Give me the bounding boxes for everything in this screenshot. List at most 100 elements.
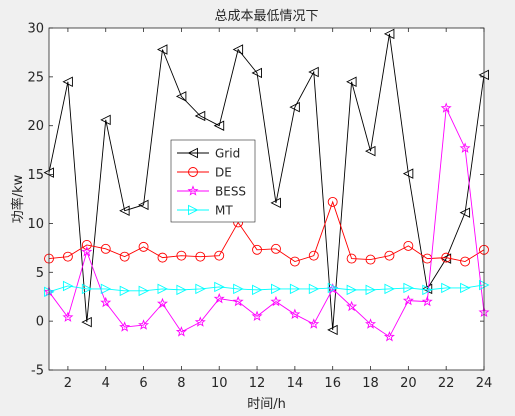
data-point-de (346, 253, 357, 264)
data-point-grid (289, 101, 300, 113)
data-point-bess (308, 318, 320, 329)
data-point-de (460, 256, 471, 267)
x-tick-label: 6 (139, 376, 147, 391)
data-point-bess (81, 245, 93, 257)
legend-label-grid: Grid (215, 147, 240, 161)
series-grid (43, 28, 489, 336)
data-point-grid (365, 145, 376, 157)
x-tick-label: 12 (249, 376, 266, 391)
data-point-grid (175, 91, 187, 102)
data-point-bess (346, 300, 358, 312)
data-point-grid (346, 76, 357, 87)
data-point-de (252, 244, 262, 255)
data-point-bess (232, 295, 244, 307)
y-tick-label: 30 (27, 22, 44, 37)
x-tick-label: 22 (438, 376, 455, 391)
data-point-grid (100, 114, 111, 126)
data-point-bess (213, 292, 225, 304)
legend-label-bess: BESS (215, 185, 246, 199)
data-point-grid (421, 283, 433, 295)
data-point-grid (327, 324, 338, 336)
data-point-de (308, 250, 319, 261)
legend-marker-mt (188, 204, 199, 216)
data-point-grid (62, 76, 73, 87)
data-point-bess (194, 316, 206, 327)
data-point-mt (62, 280, 74, 292)
data-point-grid (308, 66, 319, 78)
axes-background (49, 28, 484, 370)
data-point-mt (100, 283, 112, 295)
data-point-mt (365, 284, 377, 296)
legend: Grid DE BESS MT (170, 139, 256, 223)
data-point-bess (138, 319, 150, 330)
data-point-mt (460, 282, 471, 294)
y-tick-label: 25 (27, 70, 44, 85)
data-point-mt (346, 284, 358, 296)
data-point-bess (251, 310, 263, 321)
x-tick-label: 24 (476, 376, 493, 391)
data-point-de (441, 252, 452, 263)
x-tick-label: 10 (211, 376, 228, 391)
data-point-bess (383, 330, 395, 342)
y-tick-label: 15 (27, 168, 44, 183)
data-point-grid (194, 110, 206, 122)
data-point-mt (252, 284, 263, 296)
x-tick-label: 18 (362, 376, 379, 391)
y-tick-label: 0 (36, 315, 44, 330)
data-point-mt (214, 281, 225, 293)
data-point-bess (270, 295, 282, 307)
data-point-mt (138, 285, 150, 297)
data-point-de (157, 252, 168, 263)
legend-box (170, 139, 256, 223)
x-tick-label: 4 (102, 376, 110, 391)
data-point-mt (403, 282, 414, 294)
data-point-grid (138, 199, 149, 211)
series-mt (44, 279, 490, 298)
data-point-bess (289, 308, 301, 319)
data-point-mt (119, 285, 131, 297)
legend-marker-de (188, 167, 198, 177)
y-tick-label: 10 (27, 217, 44, 232)
data-point-de (214, 250, 225, 261)
data-point-bess (100, 296, 112, 308)
data-point-grid (459, 207, 471, 218)
data-point-de (327, 196, 338, 207)
data-point-de (138, 241, 149, 252)
series-line-bess (48, 106, 485, 338)
data-point-de (100, 243, 111, 254)
series-line-grid (48, 33, 485, 330)
data-point-mt (289, 283, 301, 295)
data-point-de (289, 256, 300, 267)
data-point-bess (440, 102, 452, 113)
data-point-grid (383, 28, 395, 40)
data-point-bess (402, 294, 414, 306)
data-point-de (384, 250, 395, 261)
data-point-mt (81, 283, 93, 295)
data-point-mt (308, 283, 320, 295)
data-point-grid (251, 67, 262, 79)
data-point-grid (119, 205, 130, 216)
x-tick-label: 20 (400, 376, 417, 391)
data-point-de (271, 243, 281, 254)
data-point-bess (365, 318, 377, 329)
data-point-de (365, 254, 376, 265)
data-point-de (195, 251, 206, 262)
y-tick-label: -5 (31, 364, 44, 379)
axes-box (48, 27, 485, 371)
data-point-bess (175, 326, 187, 337)
legend-marker-grid (187, 147, 198, 159)
data-point-bess (459, 142, 471, 153)
data-point-mt (422, 284, 433, 296)
y-axis-label: 功率/kw (10, 174, 26, 223)
data-point-mt (195, 283, 206, 295)
data-point-grid (213, 120, 225, 131)
data-point-mt (233, 283, 244, 295)
x-axis-label: 时间/h (247, 397, 286, 412)
data-point-grid (156, 44, 168, 55)
y-tick-label: 20 (27, 119, 44, 134)
legend-marker-bess (187, 185, 199, 196)
data-point-de (81, 239, 92, 250)
x-tick-label: 16 (324, 376, 341, 391)
